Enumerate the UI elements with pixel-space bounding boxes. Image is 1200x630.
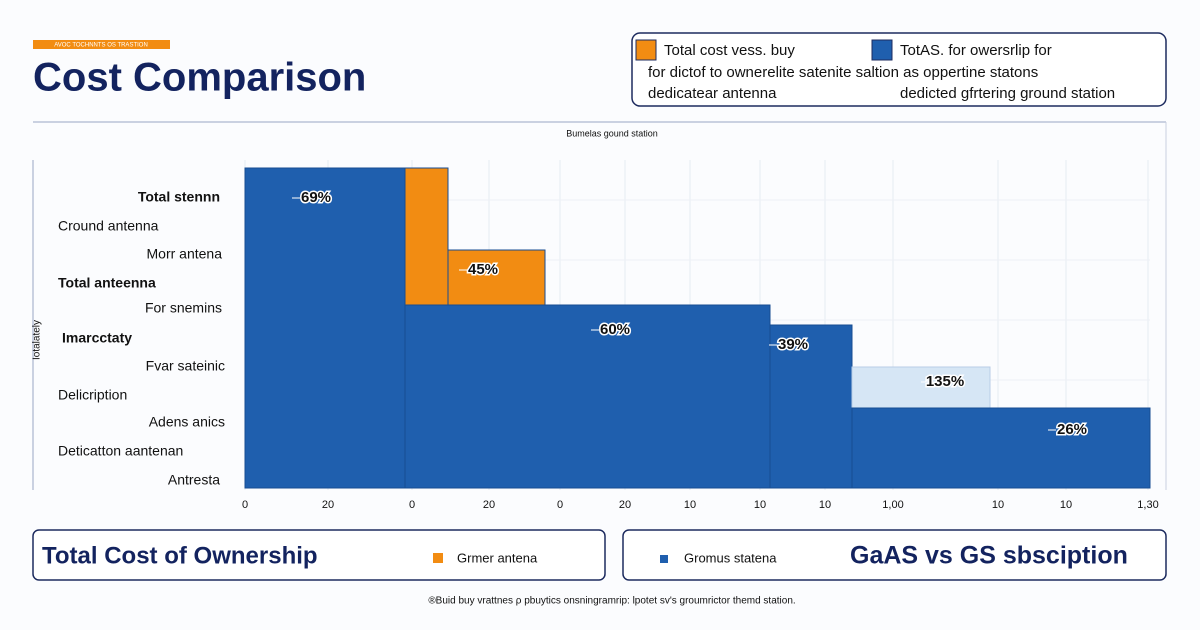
footer-box: [622, 529, 1167, 581]
title: Cost Comparison: [33, 56, 366, 100]
row-label: Imarcctaty: [62, 330, 132, 346]
footer-swatch: [660, 555, 668, 563]
x-tick-label: 1,30: [1137, 499, 1158, 511]
footer-title: GaAS vs GS sbsciption: [850, 542, 1128, 570]
segment-label: 45%: [468, 261, 498, 278]
x-tick-label: 10: [992, 499, 1004, 511]
segment: [851, 366, 991, 409]
legend-box: [631, 32, 1167, 107]
segment-label: 39%: [778, 336, 808, 353]
x-tick-label: 0: [409, 499, 415, 511]
x-tick-label: 10: [819, 499, 831, 511]
x-tick-label: 20: [619, 499, 631, 511]
segment: [769, 324, 853, 489]
plot: 69% 45% 60% 39% 135% 26% Total stennn Cround an…: [58, 160, 1159, 511]
segment-label: 135%: [926, 373, 964, 390]
segment: [404, 304, 771, 489]
segment: [244, 167, 406, 489]
row-label: Antresta: [168, 472, 220, 488]
row-label: Delicription: [58, 387, 127, 403]
footer-title: Total Cost of Ownership: [42, 542, 318, 569]
footer-swatch: [433, 553, 443, 563]
row-label: For snemins: [145, 300, 222, 316]
x-tick-label: 20: [322, 499, 334, 511]
footer-box: [32, 529, 606, 581]
segment-label: 60%: [600, 321, 630, 338]
kicker: AVOC TOCHNNTS OS TRASTION: [54, 43, 148, 49]
legend-swatch: [635, 39, 657, 61]
row-label: Adens anics: [149, 414, 225, 430]
row-label: Morr antena: [147, 246, 223, 262]
legend-text: dedicatear antenna: [648, 85, 777, 102]
segment-label: 69%: [301, 189, 331, 206]
row-label: Total anteenna: [58, 275, 156, 291]
note: ®Buid buy vrattnes ρ pbuytics onsningram…: [428, 596, 795, 607]
legend-text: dedicted gfrtering ground station: [900, 85, 1115, 102]
x-tick-label: 10: [1060, 499, 1072, 511]
segment: [404, 167, 449, 306]
row-label: Fvar sateinic: [146, 358, 225, 374]
kicker-bar: [33, 40, 170, 49]
segment: [851, 407, 1151, 489]
segment: [447, 249, 546, 306]
row-label: Cround antenna: [58, 218, 159, 234]
x-tick-label: 1,00: [882, 499, 903, 511]
legend-text: for dictof to ownerelite satenite saltio…: [648, 64, 1038, 81]
legend-label: Total cost vess. buy: [664, 42, 795, 59]
y-axis-title: Iotalately: [32, 320, 43, 360]
segment-label: 26%: [1057, 421, 1087, 438]
x-tick-label: 0: [242, 499, 248, 511]
row-label: Deticatton aantenan: [58, 443, 183, 459]
footer-legend: Grmer antena: [457, 550, 538, 565]
chart-subtitle: Bumelas gound station: [566, 128, 658, 138]
legend-swatch: [871, 39, 893, 61]
x-tick-label: 10: [684, 499, 696, 511]
x-tick-label: 0: [557, 499, 563, 511]
footer-legend: Gromus statena: [684, 550, 777, 565]
legend-label: TotAS. for owersrlip for: [900, 42, 1052, 59]
x-tick-label: 10: [754, 499, 766, 511]
row-label: Total stennn: [138, 189, 220, 205]
x-tick-label: 20: [483, 499, 495, 511]
